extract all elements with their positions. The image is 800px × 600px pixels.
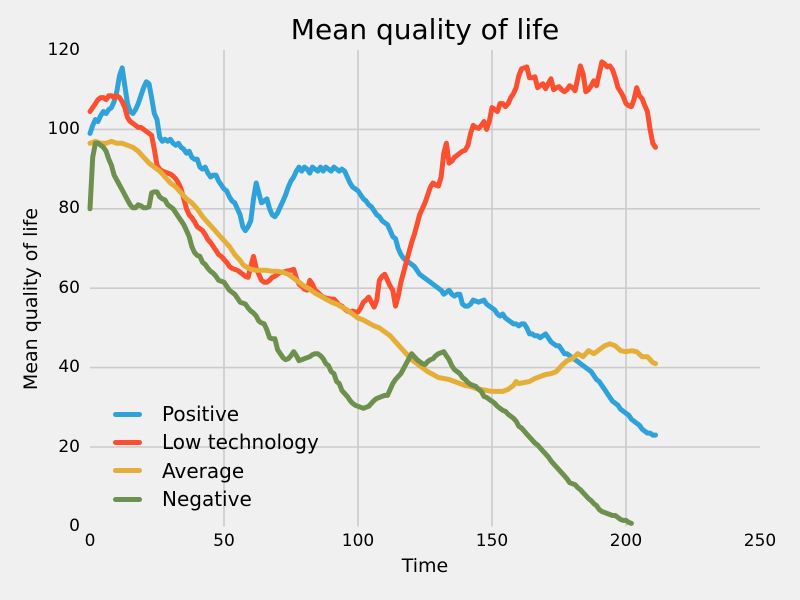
y-tick-label: 100 [47, 118, 80, 139]
chart-title: Mean quality of life [290, 13, 560, 46]
legend-label: Positive [162, 402, 240, 427]
legend-label: Negative [162, 487, 252, 512]
legend-row: Low technology [113, 428, 319, 456]
legend-swatch-low-technology [113, 439, 142, 445]
x-tick-label: 0 [84, 531, 96, 551]
legend-swatch-negative [113, 496, 142, 502]
series-line-negative [87, 140, 634, 526]
x-tick-label: 100 [341, 531, 375, 551]
legend-label: Low technology [162, 430, 319, 455]
legend: Positive Low technology Average Negative [113, 400, 319, 513]
legend-row: Positive [113, 400, 319, 428]
x-tick-label: 50 [213, 531, 235, 551]
legend-row: Average [113, 457, 319, 485]
y-tick-label: 60 [58, 277, 80, 298]
x-tick-label: 150 [475, 531, 509, 551]
legend-row: Negative [113, 485, 319, 513]
x-axis-label: Time [401, 555, 449, 577]
y-tick-label: 0 [69, 515, 80, 536]
series-line-positive [87, 65, 658, 438]
legend-swatch-positive [113, 411, 142, 417]
x-tick-label: 200 [609, 531, 643, 551]
y-tick-label: 120 [47, 39, 80, 60]
series-line-average [87, 138, 658, 394]
x-tick-label: 250 [743, 531, 777, 551]
y-tick-label: 40 [58, 357, 80, 378]
y-tick-label: 80 [58, 198, 80, 219]
legend-label: Average [162, 458, 245, 483]
y-tick-label: 20 [58, 436, 80, 457]
legend-swatch-average [113, 468, 142, 474]
